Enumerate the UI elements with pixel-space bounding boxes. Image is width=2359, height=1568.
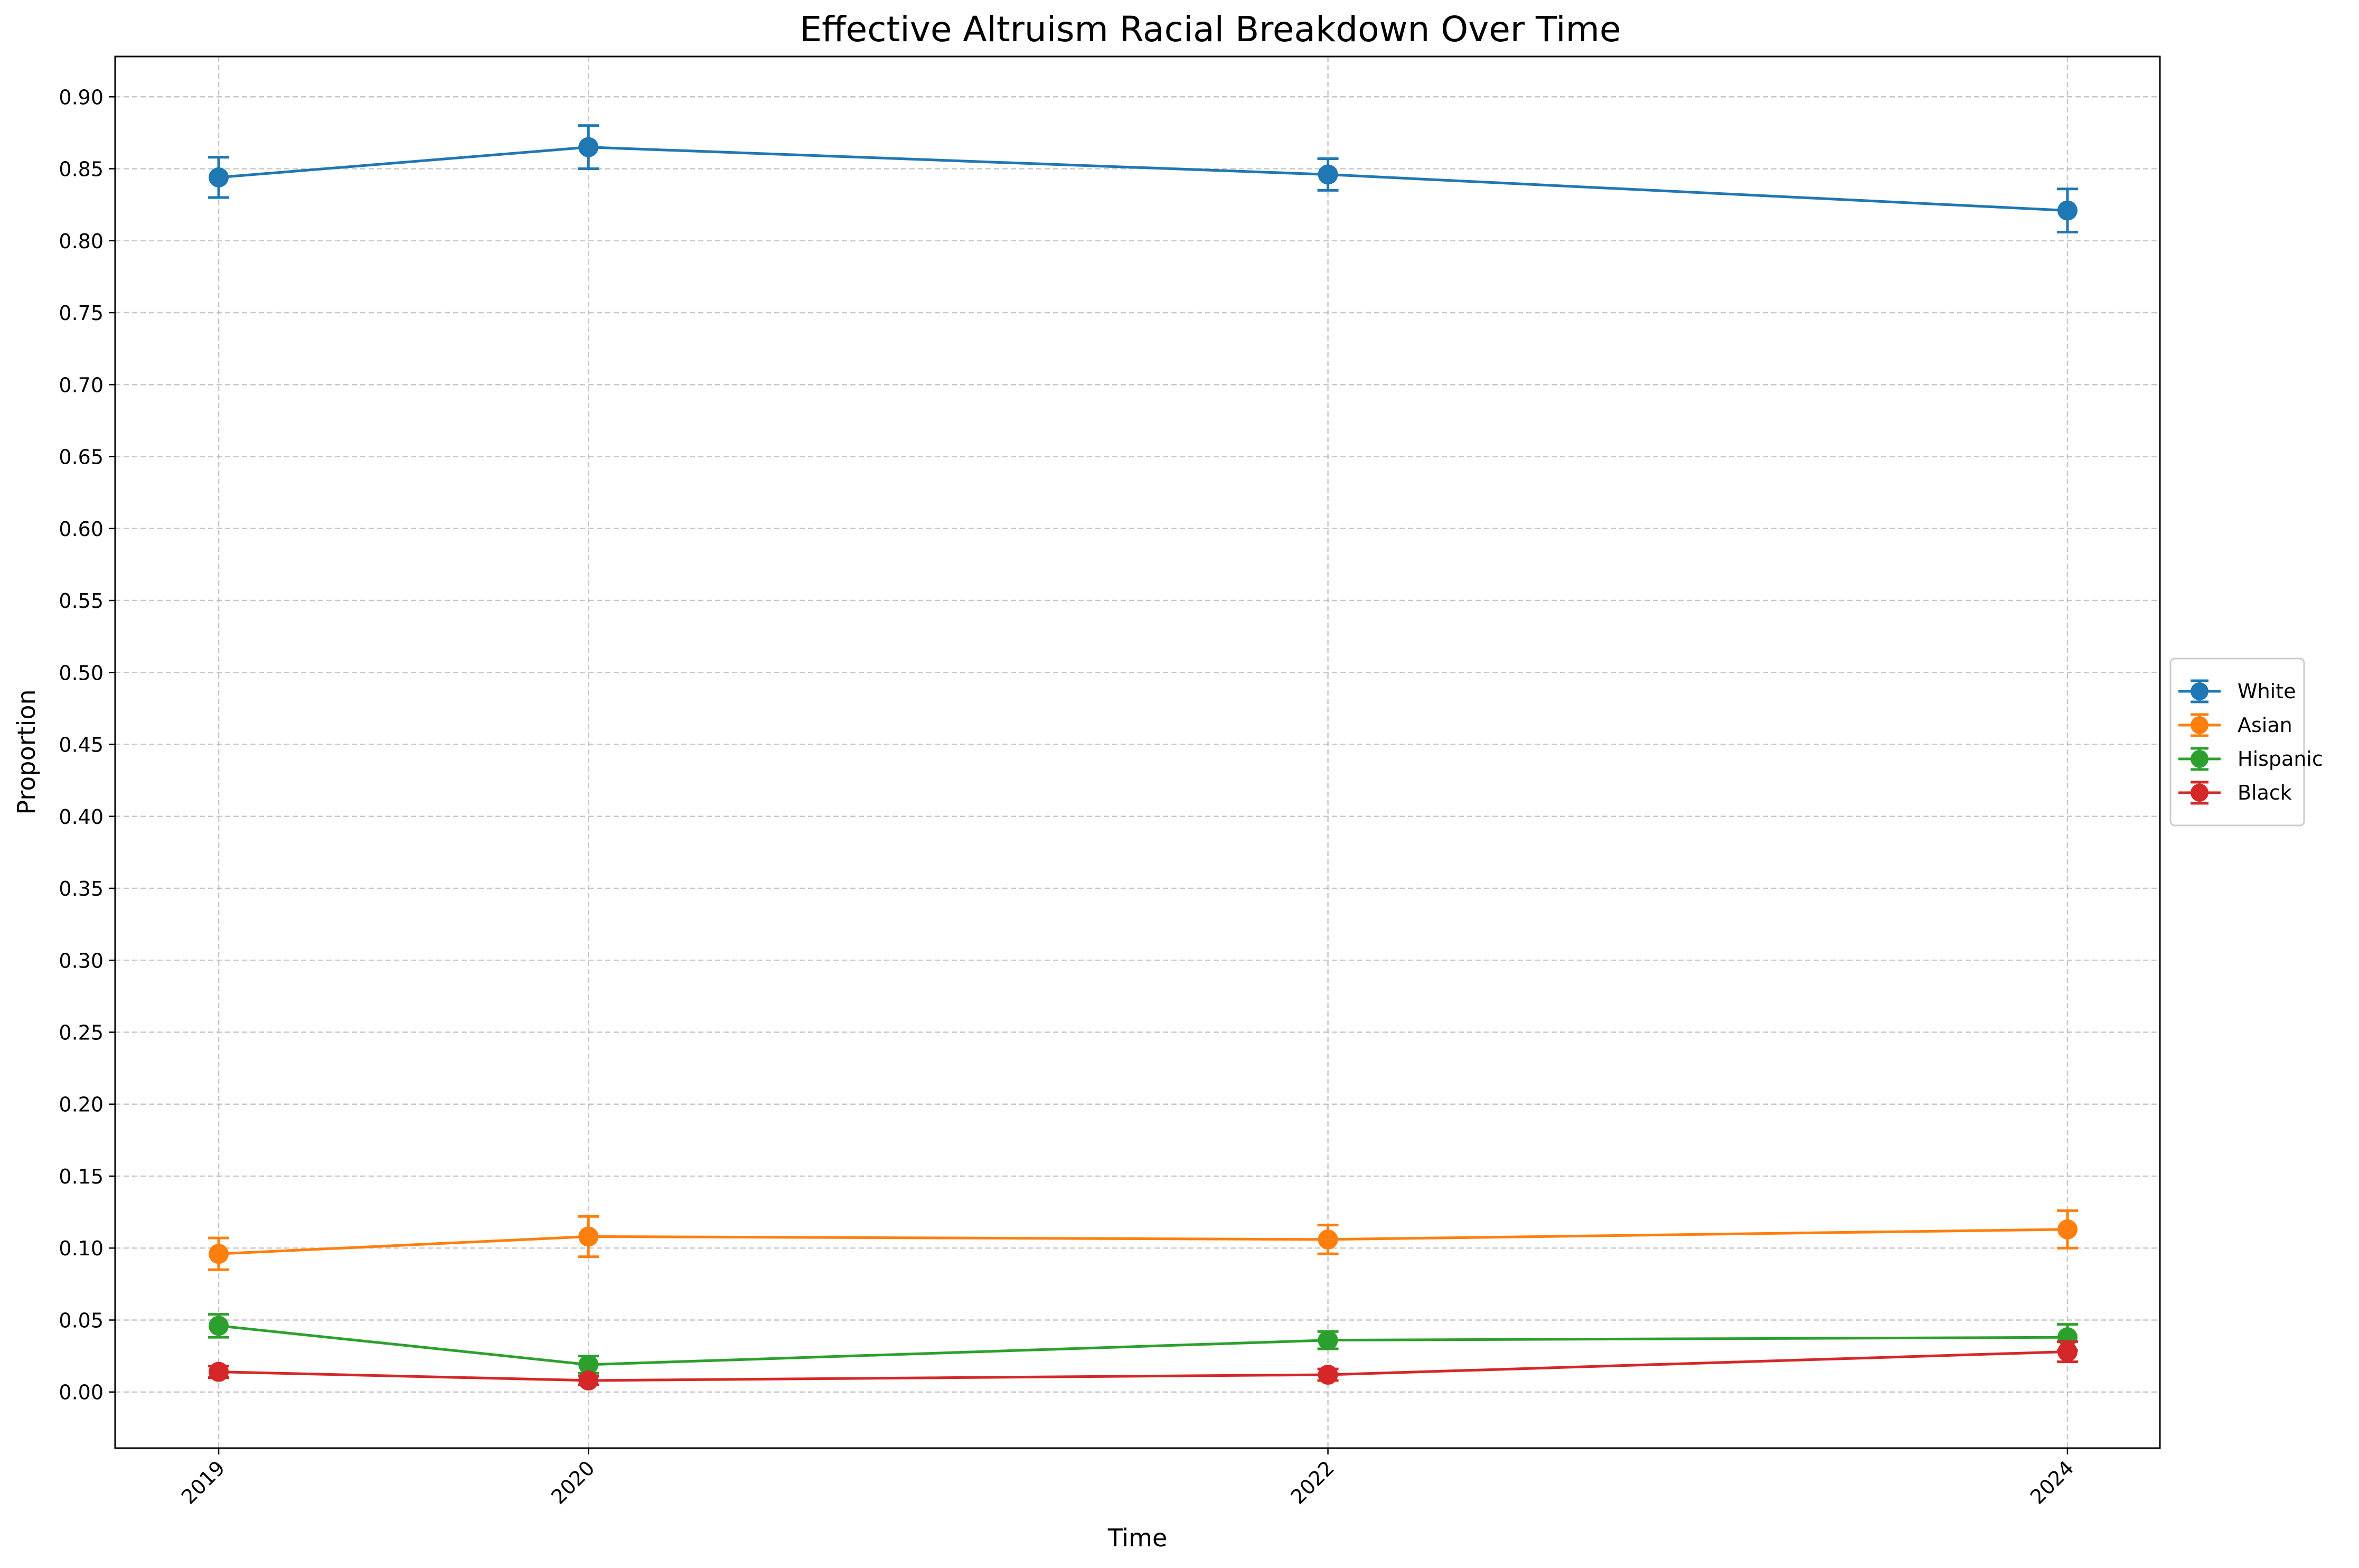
data-point: [1318, 1229, 1338, 1250]
y-tick-label: 0.85: [59, 158, 104, 181]
data-point: [209, 1316, 229, 1336]
data-point: [578, 137, 599, 157]
legend-item-hispanic: Hispanic: [2178, 747, 2323, 771]
y-tick-label: 0.70: [59, 373, 104, 397]
data-point: [2057, 1219, 2078, 1240]
y-tick-label: 0.90: [59, 86, 104, 109]
y-tick-label: 0.25: [59, 1021, 104, 1044]
y-axis-title: Proportion: [12, 689, 41, 814]
plot-area-frame: [114, 55, 2161, 1449]
legend-marker: [2191, 784, 2208, 802]
data-point: [578, 1370, 599, 1391]
legend-label: White: [2238, 680, 2296, 703]
y-tick-label: 0.55: [59, 589, 104, 613]
y-tick-label: 0.60: [59, 518, 104, 541]
data-point: [1318, 1365, 1338, 1385]
y-tick-label: 0.20: [59, 1093, 104, 1116]
legend-label: Black: [2238, 781, 2292, 804]
legend-marker: [2191, 716, 2208, 734]
data-point: [2057, 1341, 2078, 1362]
legend-item-asian: Asian: [2178, 713, 2292, 737]
chart-title: Effective Altruism Racial Breakdown Over…: [800, 9, 1621, 50]
y-tick-label: 0.45: [59, 734, 104, 757]
data-point: [578, 1226, 599, 1247]
legend-item-black: Black: [2178, 781, 2292, 805]
series-hispanic: [208, 1313, 2078, 1375]
data-point: [2057, 200, 2078, 221]
data-point: [209, 167, 229, 187]
series-asian: [208, 1209, 2078, 1271]
data-point: [1318, 164, 1338, 185]
y-tick-label: 0.00: [59, 1381, 104, 1404]
series-line: [218, 1350, 2068, 1382]
y-tick-label: 0.30: [59, 949, 104, 972]
data-point: [209, 1362, 229, 1382]
y-tick-label: 0.35: [59, 877, 104, 900]
legend-marker: [2191, 682, 2208, 700]
legend-label: Hispanic: [2238, 747, 2323, 771]
y-tick-label: 0.10: [59, 1237, 104, 1260]
y-tick-label: 0.15: [59, 1165, 104, 1188]
data-point: [1318, 1330, 1338, 1350]
legend: White Asian Hispanic Black: [2169, 658, 2323, 827]
y-tick-label: 0.80: [59, 230, 104, 253]
series-black: [208, 1340, 2078, 1391]
series-line: [218, 1324, 2067, 1366]
data-point: [209, 1244, 229, 1264]
series-white: [208, 124, 2078, 233]
y-tick-label: 0.75: [59, 302, 104, 325]
legend-frame: [2169, 658, 2305, 827]
series-layer: [208, 124, 2078, 1391]
legend-label: Asian: [2238, 713, 2292, 737]
y-tick-label: 0.05: [59, 1309, 104, 1332]
grid: [115, 57, 2160, 1448]
data-point: [578, 1354, 599, 1375]
legend-item-white: White: [2178, 679, 2296, 703]
y-tick-label: 0.65: [59, 446, 104, 469]
y-axis-ticks: 0.00 0.05 0.10 0.15 0.20 0.25 0.30 0.35 0.40 0.45…: [59, 86, 115, 1404]
legend-marker: [2191, 750, 2208, 768]
x-axis-title: Time: [1107, 1524, 1168, 1552]
series-line: [218, 1228, 2067, 1255]
y-tick-label: 0.40: [59, 805, 104, 829]
series-line: [218, 146, 2068, 212]
y-tick-label: 0.50: [59, 661, 104, 684]
